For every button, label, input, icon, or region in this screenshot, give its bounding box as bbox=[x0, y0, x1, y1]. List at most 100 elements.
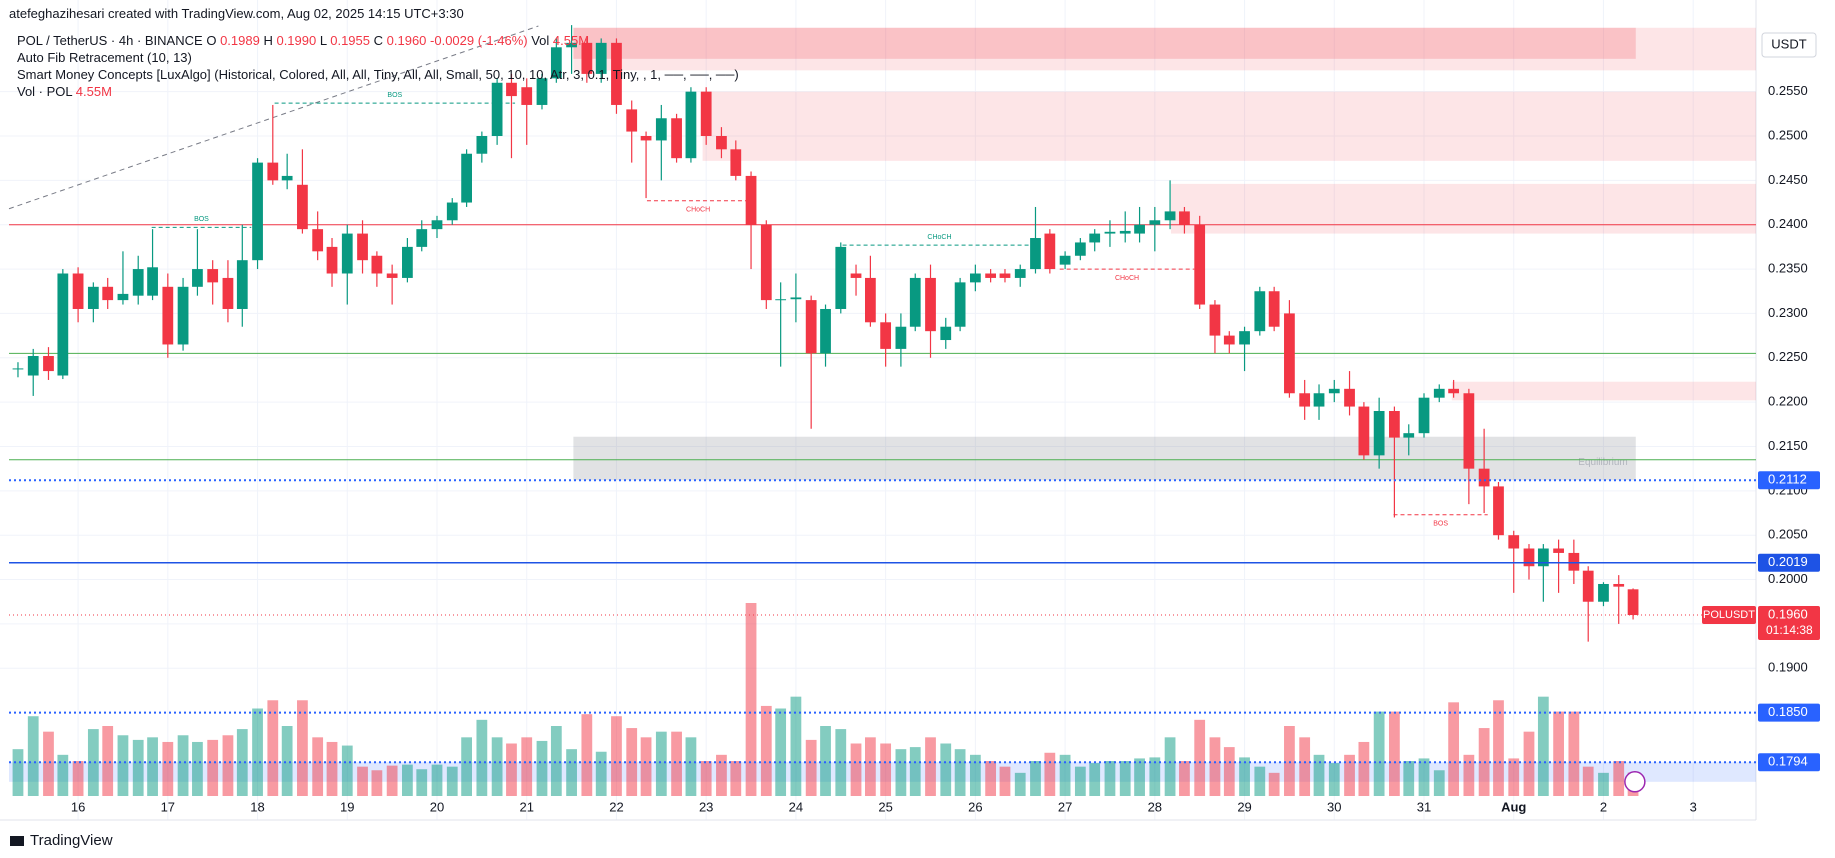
volume-bar bbox=[132, 739, 144, 796]
x-tick-label: 18 bbox=[250, 799, 264, 814]
candle-body bbox=[326, 246, 338, 274]
y-tick-label: 0.2000 bbox=[1768, 571, 1808, 586]
volume-bar bbox=[536, 740, 548, 796]
volume-bar bbox=[1104, 761, 1116, 796]
candle-body bbox=[969, 273, 981, 283]
volume-bar bbox=[655, 731, 667, 796]
ohlc-label: O bbox=[206, 33, 217, 48]
y-tick-label: 0.2400 bbox=[1768, 216, 1808, 231]
brand-logo[interactable]: TradingView bbox=[10, 832, 113, 849]
volume-bar bbox=[1344, 754, 1355, 796]
structure-label: BOS bbox=[1433, 521, 1448, 528]
candle-body bbox=[1313, 393, 1325, 407]
candle-body bbox=[985, 273, 997, 278]
candle-body bbox=[626, 109, 638, 132]
structure-label: BOS bbox=[194, 216, 209, 223]
candle-body bbox=[1328, 388, 1340, 394]
candle-body bbox=[611, 42, 622, 105]
candle-body bbox=[371, 255, 383, 274]
volume-bar bbox=[1537, 696, 1549, 796]
volume-bar bbox=[192, 741, 203, 796]
change: -0.0029 (-1.46%) bbox=[430, 33, 528, 48]
volume-bar bbox=[1358, 741, 1370, 796]
candle-body bbox=[820, 308, 831, 354]
volume-bar bbox=[550, 726, 562, 796]
volume-bar bbox=[1044, 752, 1056, 796]
ohlc-label: H bbox=[263, 33, 273, 48]
volume-bar bbox=[281, 726, 293, 796]
candle-body bbox=[566, 42, 577, 48]
volume-value: 4.55M bbox=[75, 84, 112, 99]
volume-bar bbox=[162, 741, 174, 796]
y-tick-label: 0.2200 bbox=[1768, 394, 1808, 409]
candle-body bbox=[461, 153, 472, 203]
volume-bar bbox=[1373, 711, 1385, 796]
candle-body bbox=[446, 202, 458, 221]
volume-bar bbox=[865, 737, 876, 796]
candle-body bbox=[87, 286, 99, 309]
volume-bar bbox=[626, 728, 638, 796]
candle-body bbox=[940, 326, 952, 341]
volume-indicator[interactable]: Vol · POL 4.55M bbox=[17, 83, 739, 100]
candle-body bbox=[1104, 231, 1116, 234]
candle-body bbox=[1239, 331, 1250, 345]
candle-body bbox=[730, 149, 742, 176]
volume-bar bbox=[267, 700, 279, 796]
candle-body bbox=[581, 42, 593, 74]
candle-body bbox=[895, 326, 907, 349]
volume-bar bbox=[506, 743, 517, 796]
volume-bar bbox=[222, 735, 234, 796]
volume-bar bbox=[12, 749, 24, 796]
volume-bar bbox=[671, 731, 682, 796]
alert-icon[interactable] bbox=[1624, 771, 1646, 793]
candle-body bbox=[1627, 589, 1639, 616]
candle-body bbox=[521, 87, 533, 105]
candle-body bbox=[1030, 238, 1041, 270]
volume-bar bbox=[611, 716, 622, 796]
candle-body bbox=[1119, 230, 1131, 234]
volume-bar bbox=[1194, 719, 1206, 796]
volume-bar bbox=[1239, 757, 1250, 796]
candle-body bbox=[1074, 242, 1086, 256]
candle-body bbox=[267, 162, 279, 181]
volume-bar bbox=[371, 770, 383, 796]
ohlc-label: C bbox=[373, 33, 384, 48]
volume-bar bbox=[566, 749, 577, 796]
volume-bar bbox=[207, 739, 219, 796]
indicator[interactable]: Auto Fib Retracement (10, 13) bbox=[17, 50, 192, 65]
price-badge-label: 0.1850 bbox=[1768, 704, 1808, 719]
candle-body bbox=[925, 277, 936, 332]
candle-body bbox=[43, 356, 54, 372]
volume-bar bbox=[402, 764, 413, 796]
volume-bar bbox=[775, 708, 787, 796]
candle-body bbox=[745, 175, 757, 225]
candle-body bbox=[147, 267, 158, 296]
candle-body bbox=[1418, 397, 1430, 434]
candle-body bbox=[12, 368, 24, 370]
structure-label: CHoCH bbox=[927, 234, 951, 241]
ohlc-label: L bbox=[319, 33, 327, 48]
volume-bar bbox=[999, 766, 1011, 796]
indicator[interactable]: Smart Money Concepts [LuxAlgo] (Historic… bbox=[17, 67, 739, 82]
zone bbox=[573, 27, 1757, 71]
volume-bar bbox=[476, 719, 488, 796]
volume-bar bbox=[1328, 763, 1340, 796]
x-tick-label: 27 bbox=[1058, 799, 1072, 814]
volume-bar bbox=[1508, 758, 1520, 796]
candle-body bbox=[1344, 388, 1355, 407]
x-tick-label: 3 bbox=[1690, 799, 1697, 814]
volume-bar bbox=[252, 708, 263, 796]
currency-box[interactable] bbox=[1761, 32, 1817, 58]
x-tick-label: 20 bbox=[430, 799, 444, 814]
symbol[interactable]: POL / TetherUS · 4h · BINANCE bbox=[17, 33, 203, 48]
volume-bar bbox=[1254, 766, 1266, 796]
candle-body bbox=[655, 118, 667, 141]
volume-bar bbox=[1523, 731, 1535, 796]
candle-body bbox=[27, 356, 39, 376]
structure-label: CHoCH bbox=[1115, 275, 1139, 282]
y-tick-label: 0.2300 bbox=[1768, 305, 1808, 320]
candle-body bbox=[1089, 233, 1101, 243]
volume-bar bbox=[416, 769, 428, 796]
candle-body bbox=[1403, 433, 1415, 438]
candle-body bbox=[790, 297, 802, 300]
